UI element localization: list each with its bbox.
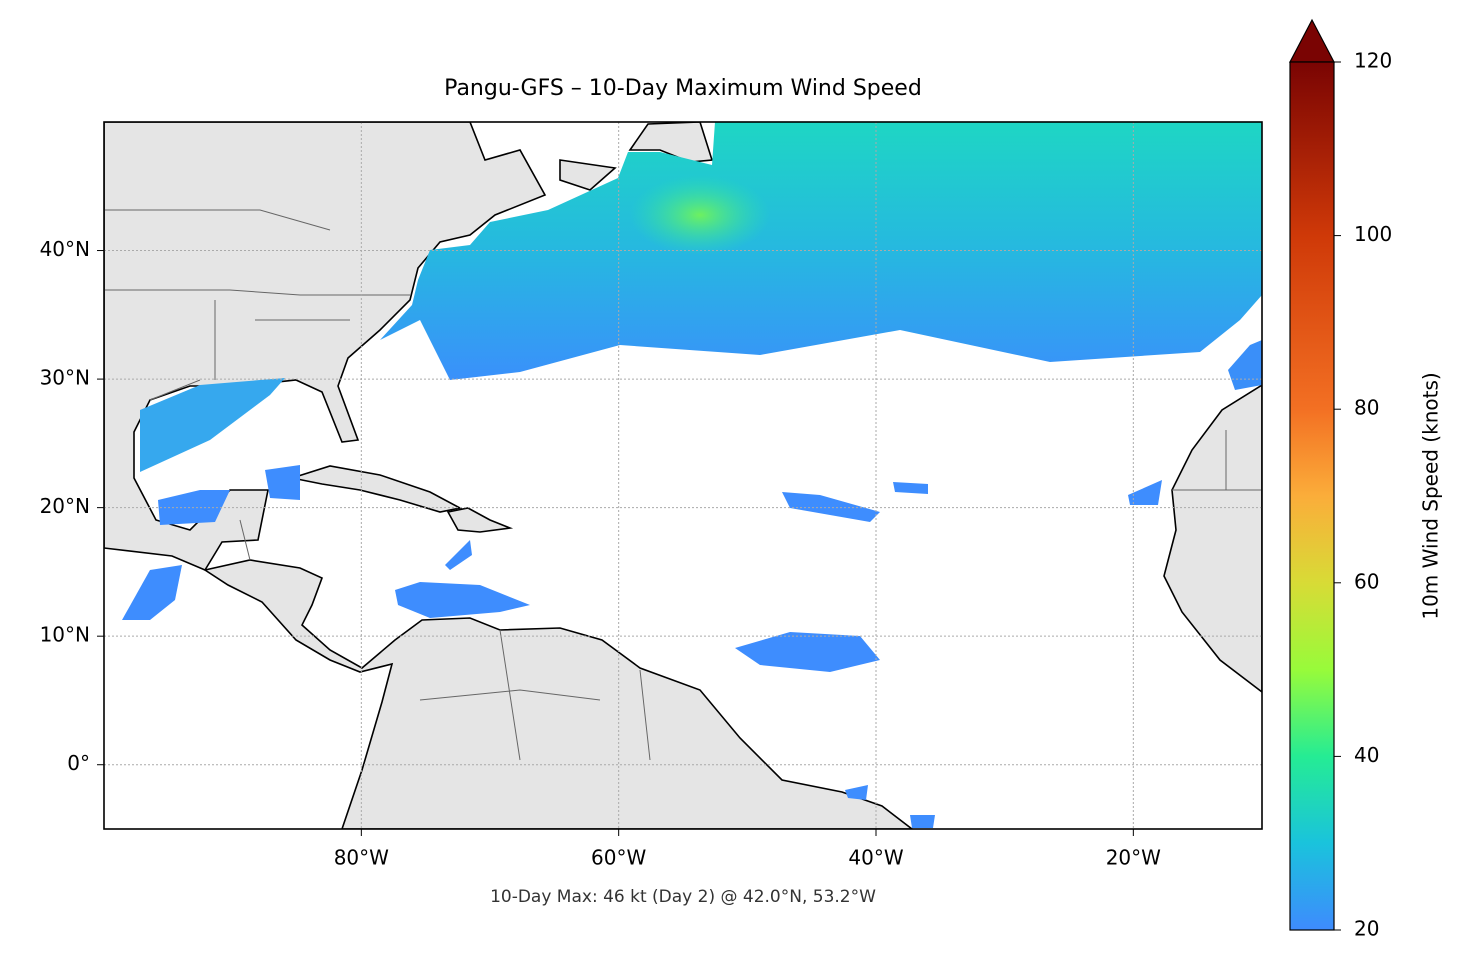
x-tick-label: 80°W: [334, 846, 389, 870]
y-tick-label: 10°N: [40, 623, 90, 647]
cuba: [291, 465, 463, 513]
colorbar-tick-label: 20: [1354, 917, 1379, 941]
borders: [104, 209, 1262, 761]
x-tick-label: 40°W: [848, 846, 903, 870]
colorbar-tick-label: 120: [1354, 49, 1392, 73]
map-frame: [103, 121, 1263, 830]
colorbar-tick-label: 80: [1354, 396, 1379, 420]
north-america: [104, 122, 547, 572]
colorbar: [1289, 61, 1335, 931]
y-tick-label: 20°N: [40, 494, 90, 518]
wind-caribbean: [395, 582, 530, 618]
colorbar-tick-label: 60: [1354, 569, 1379, 593]
colorbar-extend: [1289, 18, 1335, 63]
wind-atlantic: [735, 632, 880, 672]
x-tick-label: 20°W: [1106, 846, 1161, 870]
chart-title: Pangu-GFS – 10-Day Maximum Wind Speed: [444, 76, 922, 101]
nova-scotia: [559, 159, 617, 191]
colorbar-tick-label: 100: [1354, 222, 1392, 246]
map: [104, 122, 1262, 829]
hispaniola: [446, 507, 514, 533]
y-tick-label: 40°N: [40, 237, 90, 261]
grid: [104, 122, 1262, 829]
wind-gulf: [140, 378, 285, 472]
africa: [1163, 384, 1262, 694]
wind-africa-coast: [1228, 340, 1262, 390]
y-tick-label: 30°N: [40, 366, 90, 390]
wind-maximum: [630, 175, 770, 255]
x-tick-label: 60°W: [591, 846, 646, 870]
colorbar-label: 10m Wind Speed (knots): [1419, 372, 1443, 619]
wind-pacific: [122, 565, 182, 620]
colorbar-tick-label: 40: [1354, 743, 1379, 767]
wind-atlantic-2: [782, 492, 880, 522]
newfoundland: [628, 122, 714, 163]
footnote: 10-Day Max: 46 kt (Day 2) @ 42.0°N, 53.2…: [490, 887, 876, 907]
y-tick-label: 0°: [67, 751, 90, 775]
